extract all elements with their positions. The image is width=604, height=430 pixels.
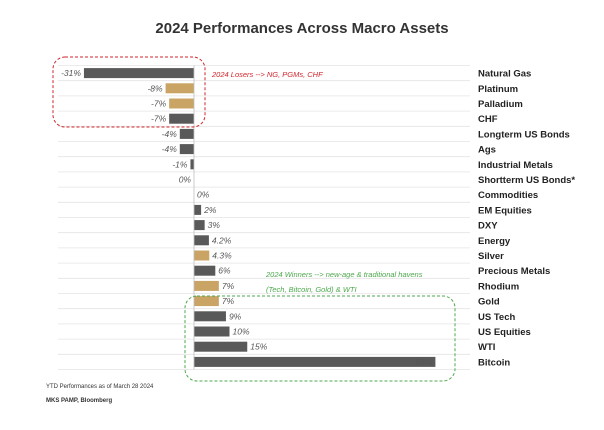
value-label: 2% bbox=[203, 205, 217, 215]
value-label: 9% bbox=[229, 311, 242, 321]
winners-dashed-box bbox=[184, 295, 456, 382]
bar-bitcoin bbox=[194, 356, 436, 367]
value-label: -31% bbox=[61, 68, 81, 78]
category-label: Industrial Metals bbox=[478, 160, 553, 171]
value-label: 6% bbox=[218, 266, 231, 276]
value-label: -8% bbox=[147, 83, 163, 93]
bar-us-equities bbox=[194, 326, 230, 337]
bar-industrial-metals bbox=[190, 159, 194, 170]
value-label: -1% bbox=[172, 159, 188, 169]
bar-platinum bbox=[165, 83, 194, 94]
chart-title: 2024 Performances Across Macro Assets bbox=[155, 20, 449, 37]
category-label: Natural Gas bbox=[478, 69, 531, 80]
bar-rhodium bbox=[194, 280, 219, 291]
value-label: 0% bbox=[197, 190, 210, 200]
category-label: Longterm US Bonds bbox=[478, 129, 570, 140]
value-label: 3% bbox=[208, 220, 221, 230]
bar-silver bbox=[194, 250, 210, 261]
category-label: Precious Metals bbox=[478, 266, 550, 277]
category-label: CHF bbox=[478, 114, 498, 125]
category-label: Silver bbox=[478, 251, 504, 262]
category-label: US Equities bbox=[478, 327, 531, 338]
bar-dxy bbox=[194, 220, 205, 231]
bar-em-equities bbox=[194, 204, 202, 215]
category-label: DXY bbox=[478, 221, 498, 232]
category-label: Gold bbox=[478, 297, 500, 308]
winners-annotation-line1: 2024 Winners --> new-age & traditional h… bbox=[265, 270, 423, 279]
value-label: 4.2% bbox=[212, 235, 232, 245]
losers-annotation: 2024 Losers --> NG, PGMs, CHF bbox=[211, 70, 323, 79]
bar-longterm-us-bonds bbox=[179, 128, 194, 139]
bar-wti bbox=[194, 341, 248, 352]
bar-gold bbox=[194, 296, 219, 307]
category-label: EM Equities bbox=[478, 205, 532, 216]
value-label: 10% bbox=[233, 327, 250, 337]
bar-precious-metals bbox=[194, 265, 216, 276]
category-label: Shortterm US Bonds* bbox=[478, 175, 575, 186]
category-label: Energy bbox=[478, 236, 511, 247]
value-label: 68% bbox=[415, 357, 432, 367]
losers-dashed-box bbox=[52, 56, 206, 128]
value-label: -4% bbox=[162, 144, 178, 154]
category-label: Rhodium bbox=[478, 281, 519, 292]
category-label: Commodities bbox=[478, 190, 538, 201]
value-label: 7% bbox=[222, 281, 235, 291]
category-label: Bitcoin bbox=[478, 357, 510, 368]
value-label: -7% bbox=[151, 114, 167, 124]
source-note: MKS PAMP, Bloomberg bbox=[46, 398, 113, 404]
category-label: WTI bbox=[478, 342, 495, 353]
category-label: Palladium bbox=[478, 99, 523, 110]
bar-chf bbox=[169, 113, 194, 124]
footnote: YTD Performances as of March 28 2024 bbox=[46, 384, 154, 390]
bar-palladium bbox=[169, 98, 194, 109]
value-label: 4.3% bbox=[212, 251, 232, 261]
category-label: Ags bbox=[478, 145, 496, 156]
bar-energy bbox=[194, 235, 209, 246]
value-label: -7% bbox=[151, 99, 167, 109]
value-label: 0% bbox=[179, 175, 192, 185]
value-label: 7% bbox=[222, 296, 235, 306]
winners-annotation-line2: (Tech, Bitcoin, Gold) & WTI bbox=[266, 285, 357, 294]
value-label: -4% bbox=[162, 129, 178, 139]
category-label: US Tech bbox=[478, 312, 516, 323]
bar-us-tech bbox=[194, 311, 226, 322]
bar-natural-gas bbox=[83, 68, 194, 79]
value-label: 15% bbox=[250, 342, 267, 352]
bar-ags bbox=[179, 144, 194, 155]
category-label: Platinum bbox=[478, 84, 518, 95]
